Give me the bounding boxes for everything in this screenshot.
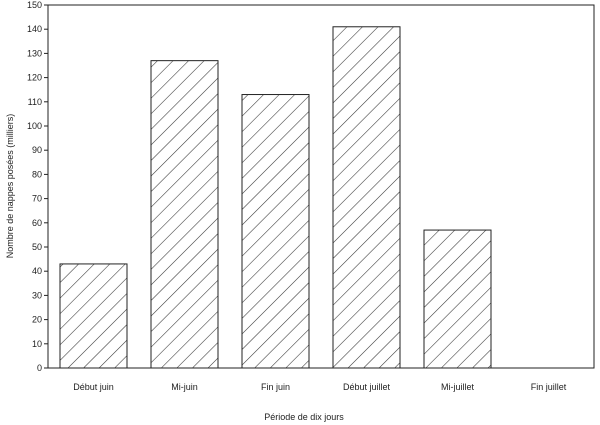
y-tick-label: 0 bbox=[37, 363, 42, 373]
x-axis: Début juin Mi-juin Fin juin Début juillet Mi… bbox=[73, 382, 567, 392]
x-tick-label: Mi-juin bbox=[171, 382, 198, 392]
y-tick-label: 20 bbox=[32, 315, 42, 325]
x-tick-label: Début juin bbox=[73, 382, 114, 392]
x-tick-label: Mi-juillet bbox=[441, 382, 475, 392]
y-axis-title: Nombre de nappes posées (milliers) bbox=[5, 114, 15, 259]
bar bbox=[423, 229, 492, 369]
x-tick-label: Fin juillet bbox=[531, 382, 567, 392]
y-tick-label: 90 bbox=[32, 145, 42, 155]
y-axis: 0 10 20 30 40 50 60 70 80 90 100 110 120 130 140 150 bbox=[27, 0, 48, 373]
x-tick-label: Fin juin bbox=[261, 382, 290, 392]
bar bbox=[150, 60, 219, 369]
x-axis-title: Période de dix jours bbox=[264, 412, 344, 422]
y-tick-label: 40 bbox=[32, 266, 42, 276]
y-tick-label: 150 bbox=[27, 0, 42, 10]
y-tick-label: 60 bbox=[32, 218, 42, 228]
y-tick-label: 50 bbox=[32, 242, 42, 252]
y-tick-label: 70 bbox=[32, 194, 42, 204]
y-tick-label: 140 bbox=[27, 24, 42, 34]
y-tick-label: 110 bbox=[28, 97, 42, 107]
y-tick-label: 100 bbox=[27, 121, 42, 131]
y-tick-label: 10 bbox=[32, 339, 42, 349]
bar bbox=[332, 26, 401, 369]
bar bbox=[241, 94, 310, 369]
y-tick-label: 80 bbox=[32, 169, 42, 179]
plot-frame bbox=[47, 4, 595, 369]
bar bbox=[59, 263, 128, 369]
bars-group bbox=[59, 26, 492, 369]
y-tick-label: 130 bbox=[27, 48, 42, 58]
y-tick-label: 120 bbox=[27, 73, 42, 83]
y-tick-label: 30 bbox=[32, 290, 42, 300]
x-tick-label: Début juillet bbox=[343, 382, 391, 392]
